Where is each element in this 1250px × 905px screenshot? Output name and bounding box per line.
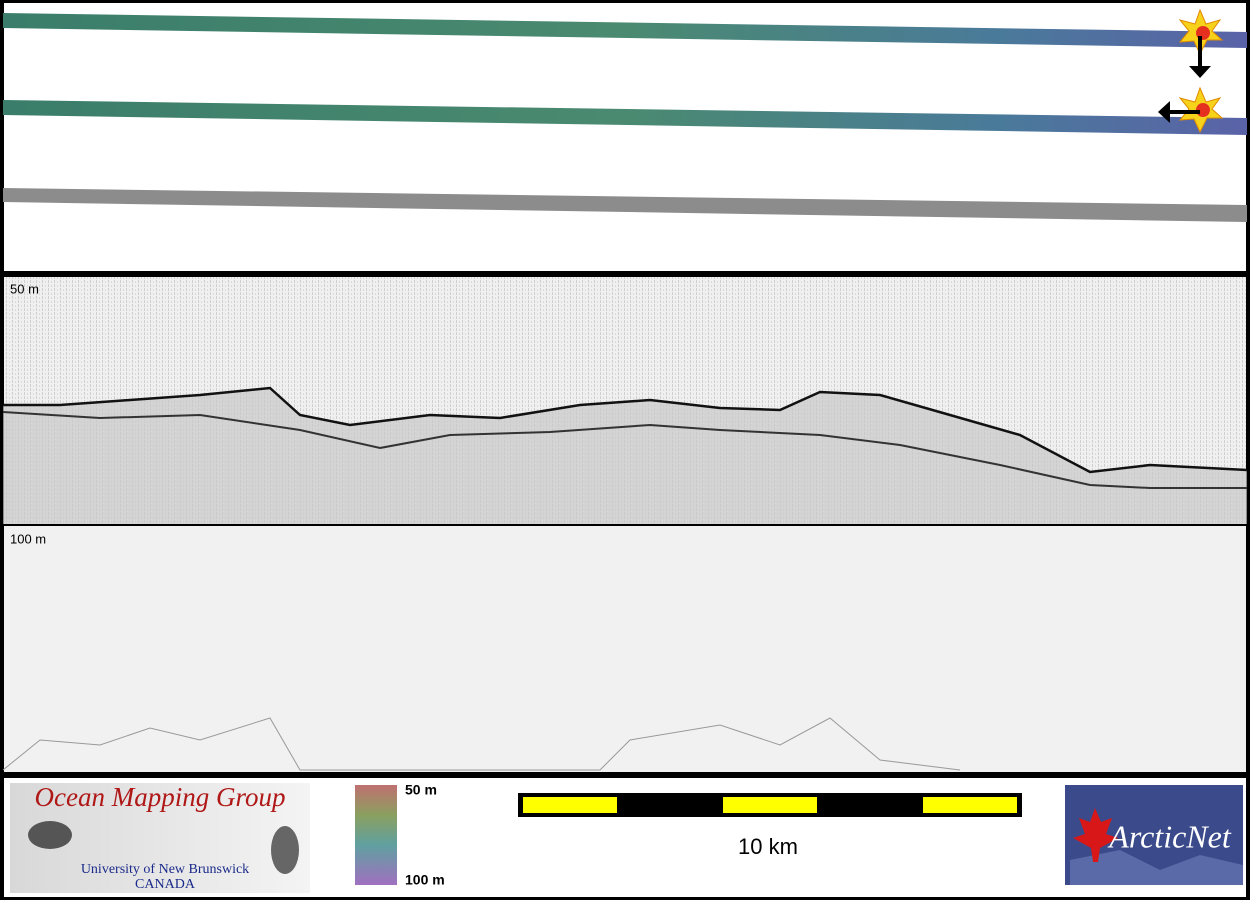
colorbar — [355, 785, 397, 885]
scale-segment — [723, 797, 817, 813]
logo-title: ArcticNet — [1107, 818, 1232, 854]
multiple-echo — [2, 717, 961, 771]
seafloor-line — [3, 386, 1248, 474]
plan-panel — [4, 3, 1246, 271]
scale-segment — [923, 797, 1017, 813]
depth-label: 50 m — [10, 281, 39, 296]
logo-figure — [28, 821, 72, 849]
end-marker — [1158, 86, 1224, 134]
profile-panel — [4, 526, 1246, 772]
reflector-line — [2, 411, 1247, 489]
logo-figure — [271, 826, 299, 874]
start-marker — [1178, 8, 1224, 78]
colorbar-label: 50 m — [405, 782, 437, 798]
swath — [3, 100, 1247, 135]
logo-text: University of New Brunswick — [81, 862, 249, 877]
logo-title: Ocean Mapping Group — [35, 782, 286, 812]
swath — [3, 188, 1247, 222]
sub-bottom — [3, 388, 1247, 524]
scale-label: 10 km — [738, 834, 798, 859]
logo-text: CANADA — [135, 877, 196, 892]
scale-segment — [523, 797, 617, 813]
maple-leaf — [1073, 808, 1118, 862]
swath — [3, 13, 1247, 48]
colorbar-label: 100 m — [405, 872, 445, 888]
depth-label: 100 m — [10, 531, 46, 546]
logo-land — [1070, 850, 1243, 885]
